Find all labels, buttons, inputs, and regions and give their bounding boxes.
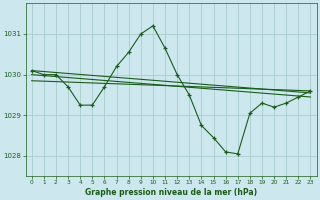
X-axis label: Graphe pression niveau de la mer (hPa): Graphe pression niveau de la mer (hPa) (85, 188, 257, 197)
